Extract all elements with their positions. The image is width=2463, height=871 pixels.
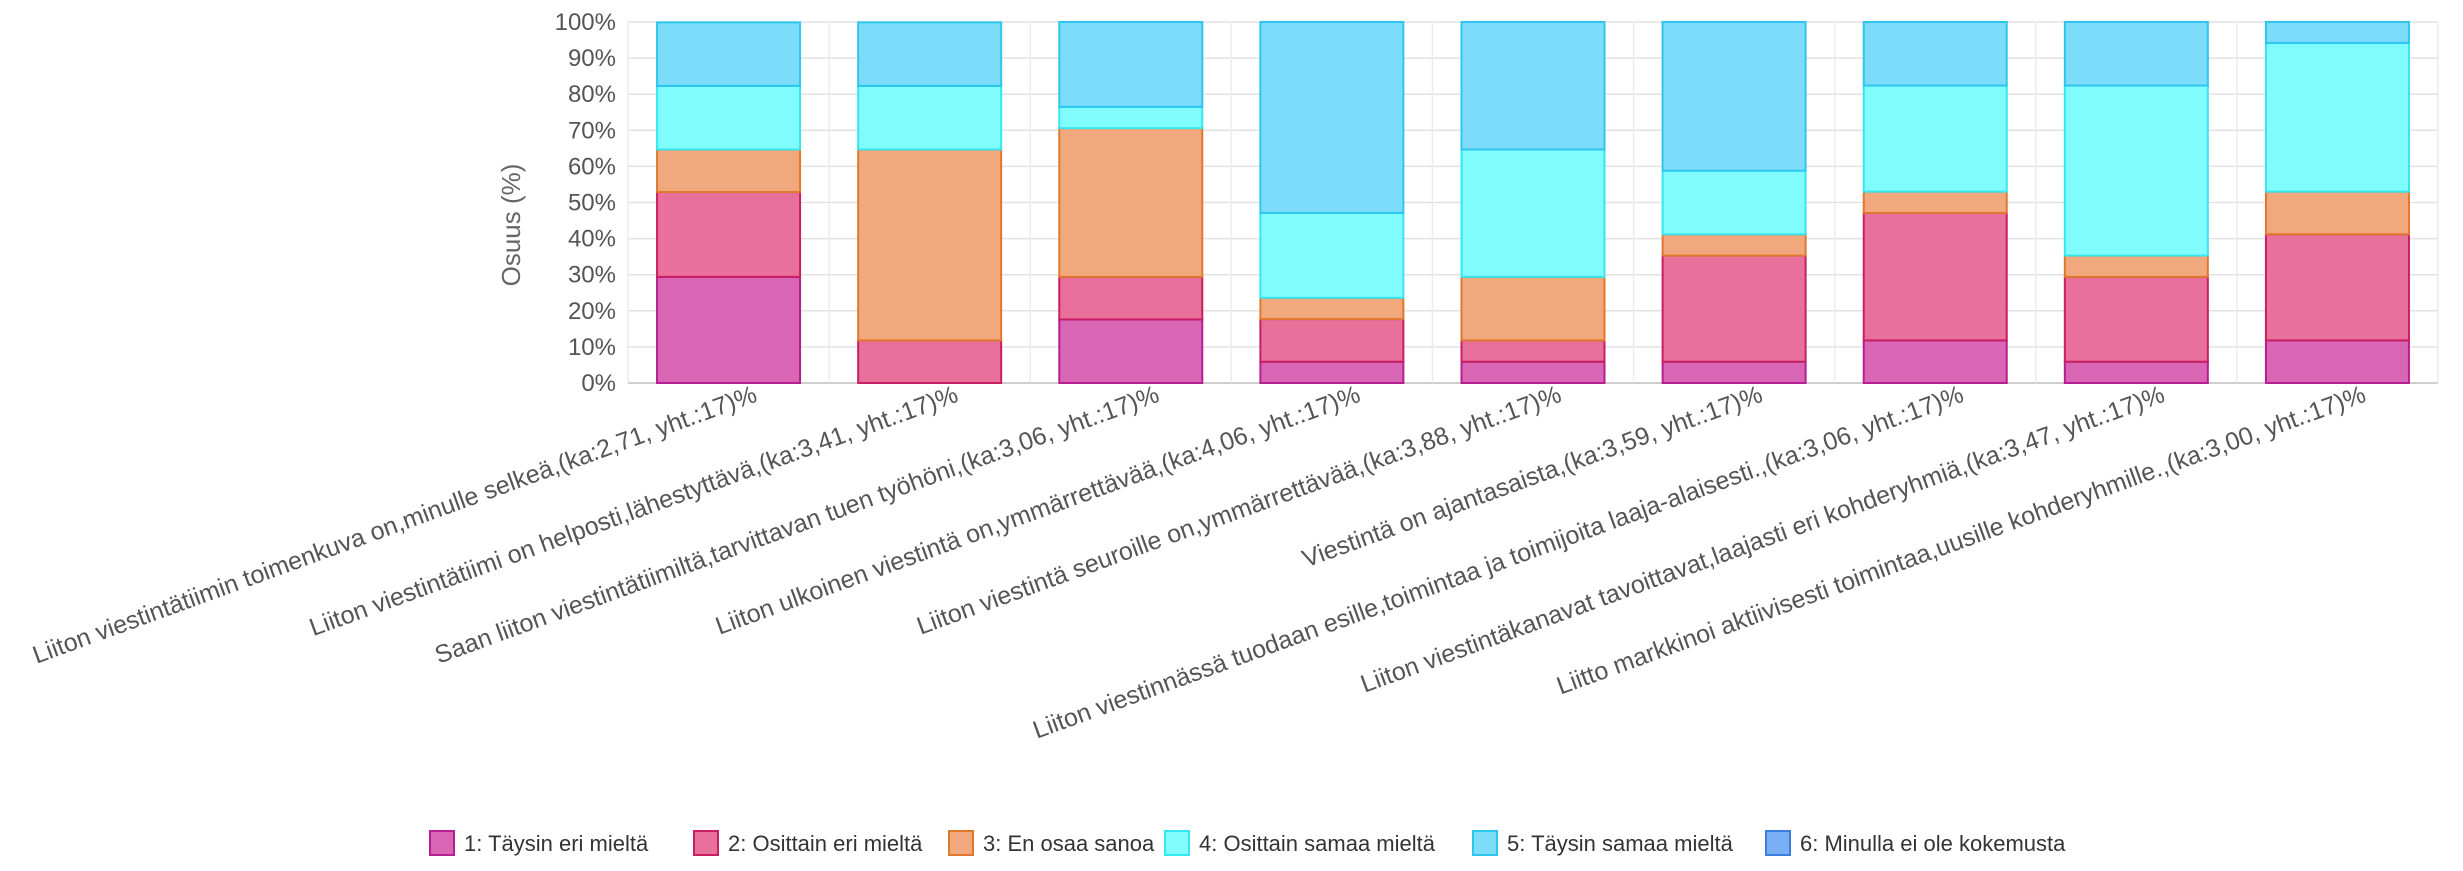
bar-segment[interactable] [656, 275, 802, 384]
bar-segment[interactable] [1058, 105, 1204, 130]
bar-segment[interactable] [2264, 41, 2410, 193]
y-tick-label: 90% [568, 45, 616, 72]
x-tick-label: Saan liiton viestintätiimiltä,tarvittava… [431, 380, 1163, 669]
y-tick-label: 20% [568, 298, 616, 325]
y-tick-label: 70% [568, 117, 616, 144]
legend-swatch[interactable] [948, 830, 974, 856]
legend: 1: Täysin eri mieltä 2: Osittain eri miel… [429, 830, 2066, 856]
legend-swatch[interactable] [1472, 830, 1498, 856]
bar-segment[interactable] [2063, 84, 2209, 257]
bar-segment[interactable] [1862, 190, 2008, 214]
bar-segment[interactable] [1661, 254, 1807, 363]
y-tick-label: 100% [555, 9, 616, 36]
bar-segment[interactable] [2063, 360, 2209, 384]
bar-segment[interactable] [1862, 339, 2008, 385]
bar-segment[interactable] [1058, 318, 1204, 384]
legend-swatch[interactable] [693, 830, 719, 856]
legend-swatch[interactable] [1765, 830, 1791, 856]
bar-segment[interactable] [2264, 233, 2410, 342]
bar-segment[interactable] [857, 84, 1003, 151]
legend-swatch[interactable] [429, 830, 455, 856]
bar-segment[interactable] [1460, 275, 1606, 342]
y-tick-label: 10% [568, 334, 616, 361]
bar-segment[interactable] [857, 339, 1003, 385]
legend-label[interactable]: 5: Täysin samaa mieltä [1507, 831, 1734, 856]
bar-segment[interactable] [1259, 21, 1405, 214]
bars [656, 21, 2410, 385]
bar-segment[interactable] [1862, 21, 2008, 87]
legend-label[interactable]: 1: Täysin eri mieltä [464, 831, 649, 856]
bar-segment[interactable] [1460, 21, 1606, 151]
bar-segment[interactable] [656, 84, 802, 151]
bar-segment[interactable] [1460, 360, 1606, 384]
y-tick-label: 80% [568, 81, 616, 108]
y-tick-label: 50% [568, 190, 616, 217]
x-tick-label: Liiton viestinnässä tuodaan esille,toimi… [1029, 380, 1967, 744]
y-tick-label: 30% [568, 262, 616, 289]
bar-segment[interactable] [1259, 211, 1405, 299]
bar-segment[interactable] [1661, 360, 1807, 384]
bar-segment[interactable] [1259, 360, 1405, 384]
bar-segment[interactable] [857, 21, 1003, 87]
legend-label[interactable]: 2: Osittain eri mieltä [728, 831, 923, 856]
bar-segment[interactable] [656, 191, 802, 278]
legend-label[interactable]: 6: Minulla ei ole kokemusta [1800, 831, 2066, 856]
x-axis-labels: Liiton viestintätiimin toimenkuva on,min… [29, 380, 2370, 744]
bar-segment[interactable] [1661, 169, 1807, 236]
bar-segment[interactable] [2063, 275, 2209, 363]
bar-segment[interactable] [1862, 211, 2008, 342]
bar-segment[interactable] [2063, 21, 2209, 87]
bar-segment[interactable] [656, 148, 802, 194]
x-tick-label: Liiton viestintätiimin toimenkuva on,min… [29, 380, 761, 669]
y-tick-label: 60% [568, 153, 616, 180]
bar-segment[interactable] [1460, 339, 1606, 363]
legend-label[interactable]: 3: En osaa sanoa [983, 831, 1155, 856]
y-axis-ticks: 0% 10% 20% 30% 40% 50% 60% 70% 80% 90% 100% [555, 9, 616, 397]
bar-segment[interactable] [1460, 148, 1606, 278]
bar-segment[interactable] [1058, 127, 1204, 278]
bar-segment[interactable] [2264, 339, 2410, 385]
bar-segment[interactable] [1661, 21, 1807, 172]
legend-swatch[interactable] [1164, 830, 1190, 856]
bar-segment[interactable] [857, 148, 1003, 342]
bar-segment[interactable] [2264, 190, 2410, 236]
bar-segment[interactable] [1058, 275, 1204, 321]
y-tick-label: 40% [568, 226, 616, 253]
bar-segment[interactable] [2264, 21, 2410, 44]
bar-segment[interactable] [1862, 84, 2008, 193]
y-tick-label: 0% [581, 370, 616, 397]
bar-segment[interactable] [2063, 254, 2209, 278]
bar-segment[interactable] [1259, 296, 1405, 321]
bar-segment[interactable] [1661, 233, 1807, 257]
bar-segment[interactable] [1259, 318, 1405, 363]
bar-segment[interactable] [1058, 21, 1204, 108]
y-axis-label: Osuus (%) [496, 164, 526, 287]
legend-label[interactable]: 4: Osittain samaa mieltä [1199, 831, 1436, 856]
bar-segment[interactable] [656, 21, 802, 87]
